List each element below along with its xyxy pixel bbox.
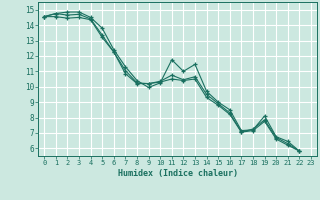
X-axis label: Humidex (Indice chaleur): Humidex (Indice chaleur) — [118, 169, 238, 178]
